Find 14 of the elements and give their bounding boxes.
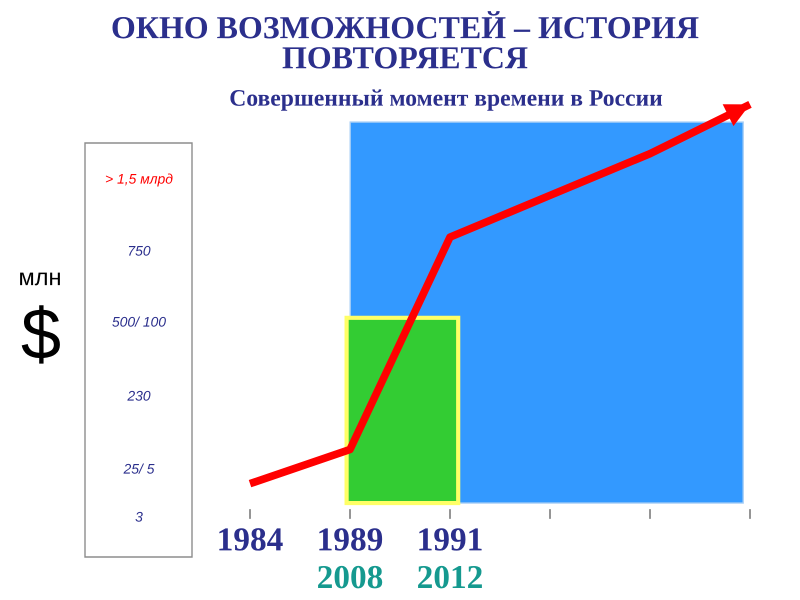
text: 2008 [318, 566, 382, 588]
text: > 1,5 млрд [106, 174, 173, 186]
x-tick-label: 1989 [319, 528, 382, 551]
text: 2012 [418, 566, 482, 588]
x-tick-label: 1991 [419, 528, 482, 551]
chart-subtitle: Совершенный момент времени в России [230, 89, 662, 111]
text: 500/ 100 [112, 316, 166, 327]
y-axis-title: млн $ [20, 272, 60, 364]
text: 25/ 5 [123, 464, 154, 474]
text: 230 [127, 390, 150, 401]
x-tick-label: 1984 [219, 528, 283, 551]
text: 750 [128, 246, 150, 256]
text: 3 [135, 512, 143, 522]
chart-title: ОКНО ВОЗМОЖНОСТЕЙ – ИСТОРИЯ ПОВТОРЯЕТСЯ [112, 11, 699, 69]
